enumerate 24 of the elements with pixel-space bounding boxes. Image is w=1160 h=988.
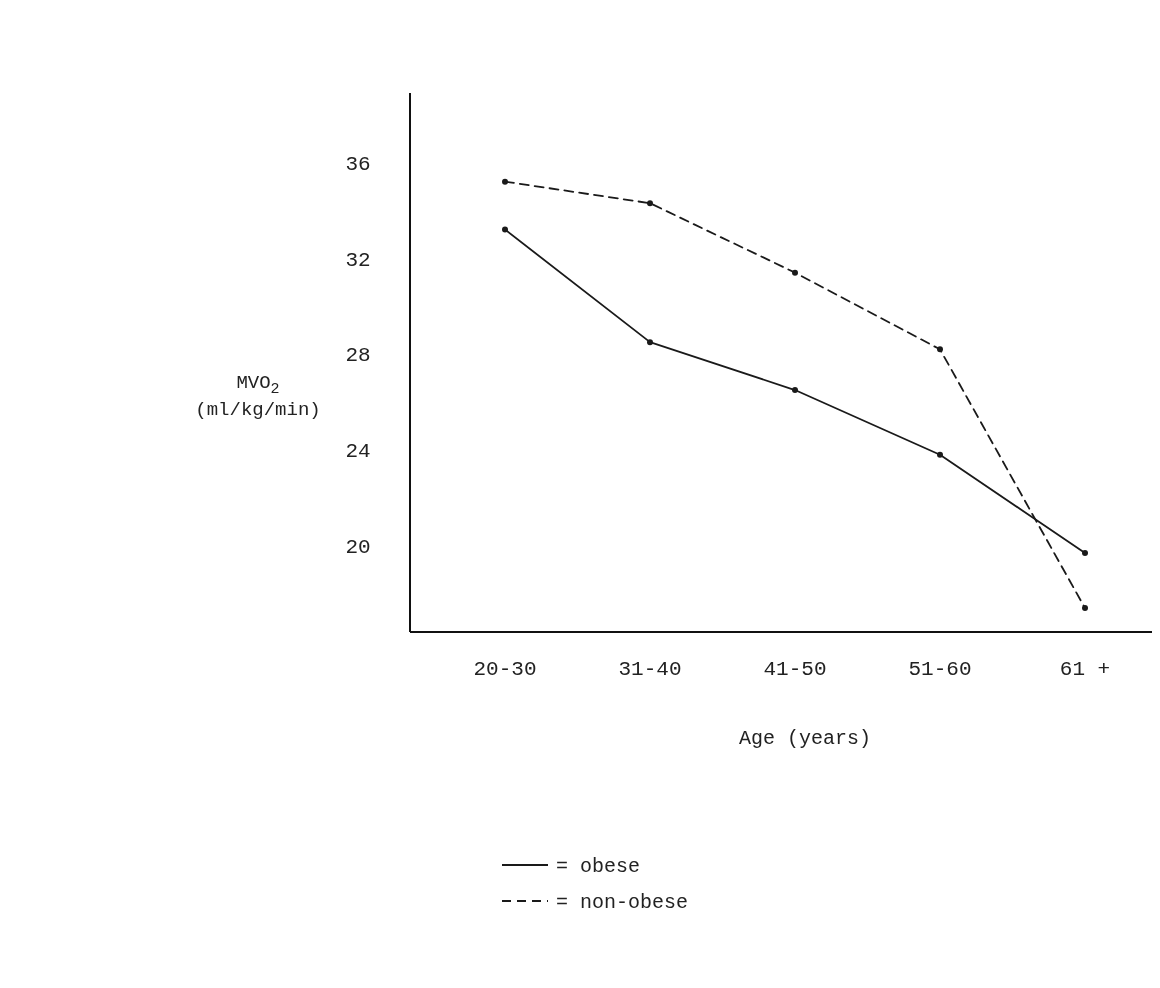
point — [502, 226, 508, 233]
y-tick-label: 32 — [345, 248, 371, 272]
point — [937, 451, 943, 458]
x-tick-label: 51-60 — [908, 658, 972, 681]
y-tick-label: 28 — [345, 344, 371, 368]
point — [647, 339, 653, 346]
x-tick-label: 31-40 — [618, 658, 682, 681]
point — [937, 346, 943, 353]
x-tick-label: 20-30 — [473, 658, 537, 681]
y-tick-label: 24 — [345, 440, 371, 464]
x-axis-title: Age (years) — [738, 727, 872, 750]
y-axis-title: MVO$_{2}$ (ml/kg/min) — [195, 372, 321, 421]
y-tick-label: 20 — [345, 536, 371, 560]
point — [1082, 549, 1088, 556]
point — [792, 269, 798, 276]
point — [792, 387, 798, 394]
legend-label: = non-obese — [556, 891, 689, 914]
point — [647, 200, 653, 207]
x-tick-label: 61 + — [1059, 658, 1111, 681]
legend-label: = obese — [556, 855, 641, 878]
point — [502, 178, 508, 185]
y-tick-label: 36 — [345, 152, 371, 176]
point — [1082, 605, 1088, 612]
x-tick-label: 41-50 — [763, 658, 827, 681]
